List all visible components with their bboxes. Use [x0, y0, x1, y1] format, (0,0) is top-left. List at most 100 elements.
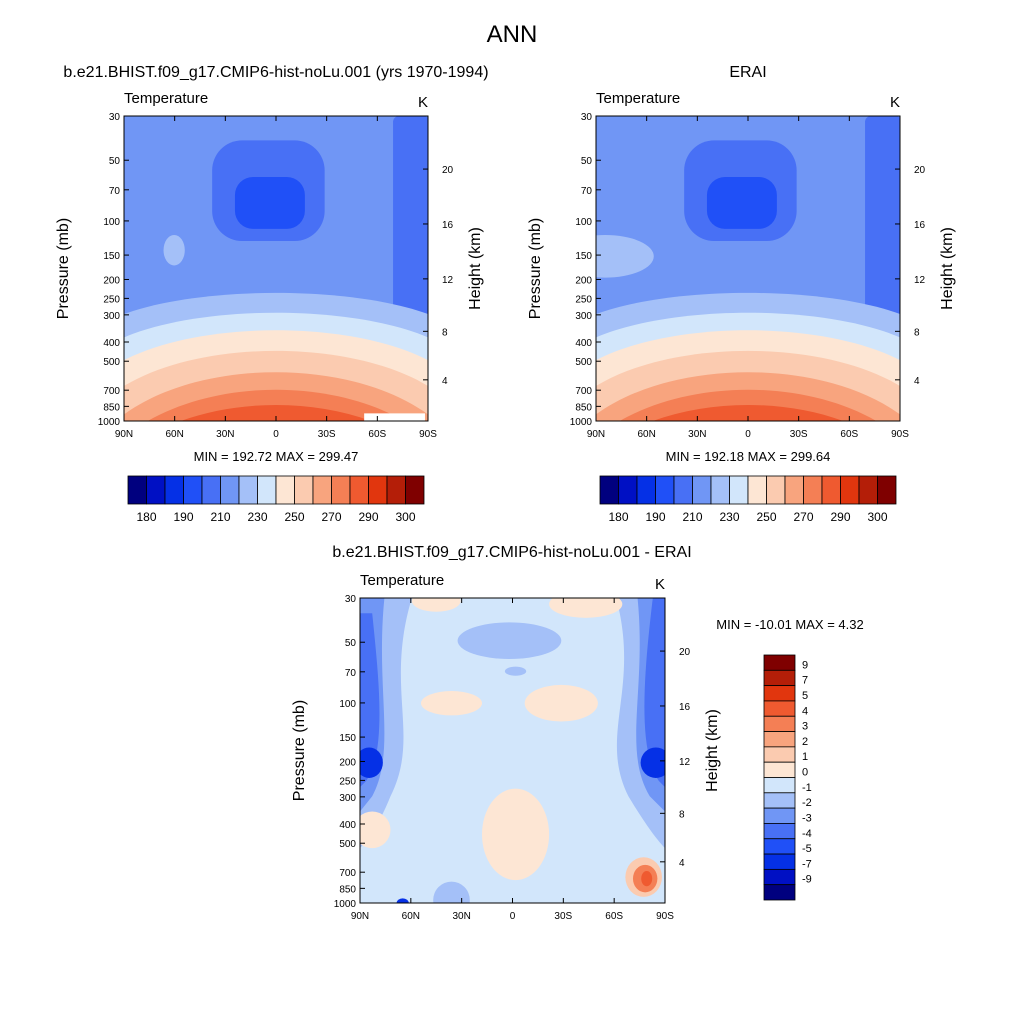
colorbar: 180 190 210 230 250 270 290 300	[127, 475, 425, 524]
colorbar: 9 7 5 4 3 2 1 0 -1 -2 -3 -4 -5 -7 -9	[763, 654, 812, 901]
colorbar-box	[618, 475, 638, 505]
panel-difference: b.e21.BHIST.f09_g17.CMIP6-hist-noLu.001 …	[291, 544, 864, 922]
y-tick-label: 30	[345, 594, 357, 605]
colorbar-box	[386, 475, 406, 505]
colorbar-label: -1	[802, 782, 812, 794]
x-tick-label: 90S	[656, 911, 674, 922]
colorbar-label: 300	[867, 510, 887, 524]
y-tick-label: 400	[339, 820, 356, 831]
colorbar-label: 190	[173, 510, 193, 524]
x-tick-label: 30N	[216, 429, 234, 440]
colorbar-label: 1	[802, 751, 808, 763]
min-max-stats: MIN = 192.72 MAX = 299.47	[194, 449, 359, 464]
colorbar-box	[183, 475, 203, 505]
panel-title: b.e21.BHIST.f09_g17.CMIP6-hist-noLu.001 …	[332, 544, 691, 561]
y-tick-label: 70	[109, 186, 121, 197]
x-tick-label: 60S	[368, 429, 386, 440]
colorbar-box	[766, 475, 786, 505]
y-tick-label: 50	[345, 638, 357, 649]
colorbar-box	[201, 475, 221, 505]
y-tick-label: 200	[339, 757, 356, 768]
band-warm-6	[181, 405, 371, 421]
y-tick-label: 500	[575, 357, 592, 368]
units-label: K	[890, 94, 900, 111]
y-right-axis-label: Height (km)	[939, 227, 956, 310]
colorbar-box	[312, 475, 332, 505]
colorbar-box	[220, 475, 240, 505]
colorbar-box	[747, 475, 767, 505]
min-max-stats: MIN = 192.18 MAX = 299.64	[666, 449, 831, 464]
y-tick-label: 150	[339, 733, 356, 744]
y-right-tick-label: 8	[679, 809, 685, 820]
y-tick-label: 100	[103, 217, 120, 228]
y-tick-label: 100	[575, 217, 592, 228]
y-tick-label: 300	[103, 311, 120, 322]
colorbar-box	[763, 853, 796, 870]
colorbar-label: 190	[645, 510, 665, 524]
figure-title: ANN	[487, 21, 538, 48]
contour-fill	[124, 116, 428, 421]
panel-erai: ERAI Temperature K 90N 60N 30N 0 30S 60S 90S 30 50 7…	[527, 64, 956, 524]
colorbar-label: 7	[802, 675, 808, 687]
y-tick-label: 50	[581, 156, 593, 167]
colorbar-box	[673, 475, 693, 505]
colorbar-box	[763, 746, 796, 763]
colorbar-label: 210	[682, 510, 702, 524]
colorbar-box	[763, 807, 796, 824]
colorbar-box	[331, 475, 351, 505]
y-tick-label: 150	[103, 251, 120, 262]
colorbar-box	[763, 731, 796, 748]
x-tick-label: 0	[510, 911, 516, 922]
contour-fill	[596, 116, 900, 421]
colorbar-label: 250	[284, 510, 304, 524]
band-left-m5	[360, 747, 383, 778]
colorbar-box	[763, 777, 796, 794]
colorbar-label: 2	[802, 736, 808, 748]
y-tick-label: 250	[103, 294, 120, 305]
missing-data	[364, 413, 425, 421]
colorbar-label: -7	[802, 858, 812, 870]
colorbar-label: 180	[608, 510, 628, 524]
band-warm-6	[653, 405, 843, 421]
colorbar-box	[275, 475, 295, 505]
colorbar-box	[877, 475, 897, 505]
colorbar-box	[127, 475, 147, 505]
band-warm-1c	[411, 598, 461, 612]
y-tick-label: 70	[581, 186, 593, 197]
contour-fill	[360, 598, 665, 903]
colorbar-box	[349, 475, 369, 505]
colorbar-label: 5	[802, 690, 808, 702]
y-tick-label: 1000	[98, 417, 121, 428]
y-tick-label: 30	[581, 112, 593, 123]
colorbar-box	[763, 685, 796, 702]
colorbar-box	[840, 475, 860, 505]
y-right-tick-label: 8	[914, 327, 920, 338]
band-strat-m2	[457, 622, 562, 659]
x-tick-label: 90S	[891, 429, 909, 440]
colorbar-box	[405, 475, 425, 505]
y-right-tick-label: 4	[442, 376, 448, 387]
units-label: K	[655, 576, 665, 593]
y-right-tick-label: 12	[442, 275, 454, 286]
colorbar-box	[858, 475, 878, 505]
y-tick-label: 400	[103, 338, 120, 349]
y-tick-label: 200	[103, 275, 120, 286]
y-axis-label: Pressure (mb)	[291, 700, 308, 801]
band-warm-1d	[549, 598, 623, 618]
colorbar-label: 290	[358, 510, 378, 524]
y-tick-label: 850	[103, 402, 120, 413]
x-tick-label: 90N	[115, 429, 133, 440]
colorbar-label: 4	[802, 705, 808, 717]
y-axis-label: Pressure (mb)	[55, 218, 72, 319]
colorbar-box	[763, 823, 796, 840]
band-warm-1f	[360, 811, 391, 849]
colorbar-box	[294, 475, 314, 505]
y-tick-label: 500	[339, 839, 356, 850]
y-tick-label: 250	[339, 776, 356, 787]
y-right-tick-label: 16	[679, 702, 691, 713]
band-strat-m2b	[504, 666, 527, 676]
y-tick-label: 500	[103, 357, 120, 368]
y-right-tick-label: 20	[442, 165, 454, 176]
colorbar-label: 210	[210, 510, 230, 524]
colorbar-box	[763, 715, 796, 732]
